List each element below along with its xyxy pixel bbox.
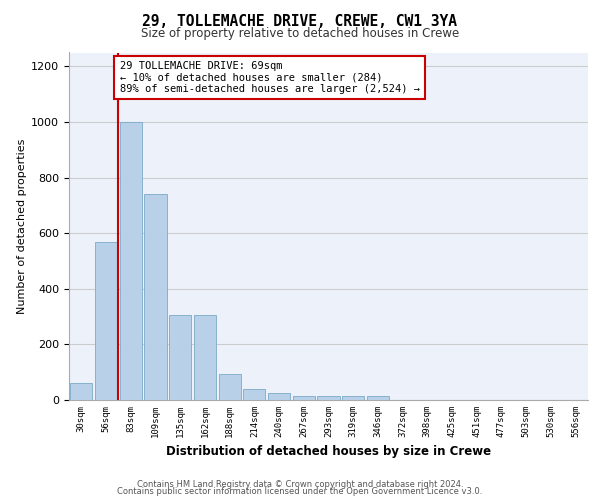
Bar [367, 396, 389, 400]
Text: 29, TOLLEMACHE DRIVE, CREWE, CW1 3YA: 29, TOLLEMACHE DRIVE, CREWE, CW1 3YA [143, 14, 458, 29]
Y-axis label: Number of detached properties: Number of detached properties [17, 138, 27, 314]
Bar [169, 315, 191, 400]
X-axis label: Distribution of detached houses by size in Crewe: Distribution of detached houses by size … [166, 446, 491, 458]
Bar [293, 396, 315, 400]
Text: Contains public sector information licensed under the Open Government Licence v3: Contains public sector information licen… [118, 487, 482, 496]
Bar [145, 194, 167, 400]
Text: 29 TOLLEMACHE DRIVE: 69sqm
← 10% of detached houses are smaller (284)
89% of sem: 29 TOLLEMACHE DRIVE: 69sqm ← 10% of deta… [119, 61, 419, 94]
Bar [243, 390, 265, 400]
Bar [317, 396, 340, 400]
Text: Size of property relative to detached houses in Crewe: Size of property relative to detached ho… [141, 28, 459, 40]
Text: Contains HM Land Registry data © Crown copyright and database right 2024.: Contains HM Land Registry data © Crown c… [137, 480, 463, 489]
Bar [70, 384, 92, 400]
Bar [342, 396, 364, 400]
Bar [268, 393, 290, 400]
Bar [194, 315, 216, 400]
Bar [119, 122, 142, 400]
Bar [95, 242, 117, 400]
Bar [218, 374, 241, 400]
